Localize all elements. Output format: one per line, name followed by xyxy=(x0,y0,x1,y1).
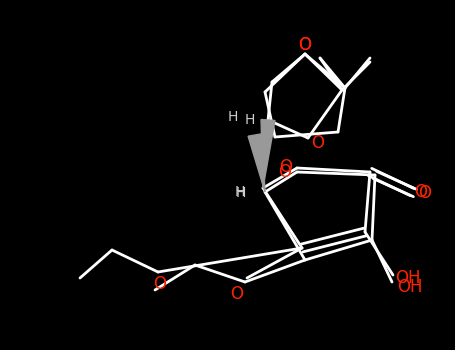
Text: O: O xyxy=(278,163,292,181)
Text: H: H xyxy=(228,110,238,124)
Text: O: O xyxy=(415,183,428,201)
Text: O: O xyxy=(153,275,167,293)
Text: OH: OH xyxy=(397,278,423,296)
Text: OH: OH xyxy=(395,269,421,287)
Text: O: O xyxy=(298,36,312,54)
Text: O: O xyxy=(279,158,293,176)
Polygon shape xyxy=(248,134,265,192)
Polygon shape xyxy=(261,119,275,188)
Text: O: O xyxy=(298,36,312,54)
Text: O: O xyxy=(231,285,243,303)
Text: H: H xyxy=(236,186,246,200)
Text: H: H xyxy=(235,185,245,199)
Text: O: O xyxy=(312,134,324,152)
Text: H: H xyxy=(245,113,255,127)
Text: O: O xyxy=(419,184,431,202)
